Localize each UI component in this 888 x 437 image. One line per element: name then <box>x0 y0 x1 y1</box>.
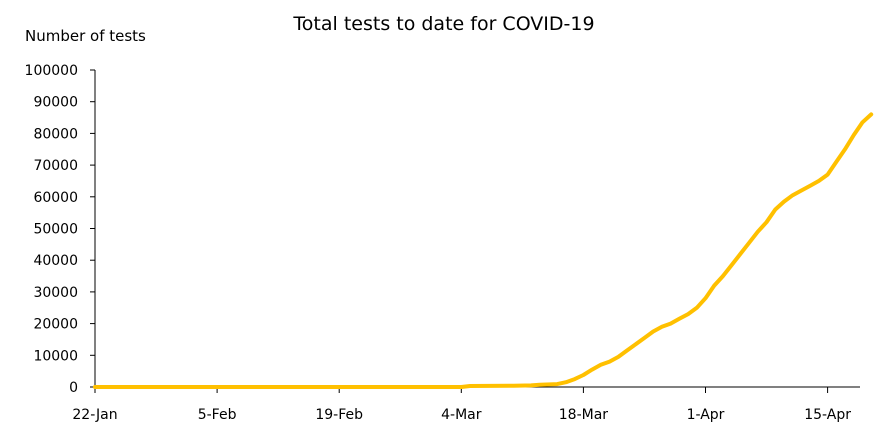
y-tick-label: 50000 <box>33 222 78 238</box>
y-tick-label: 100000 <box>25 63 78 79</box>
series-layer <box>93 112 874 389</box>
x-tick-label: 4-Mar <box>441 407 482 423</box>
chart-title: Total tests to date for COVID-19 <box>292 13 594 35</box>
y-tick-label: 80000 <box>33 126 78 142</box>
y-tick-label: 40000 <box>33 253 78 269</box>
x-tick-label: 18-Mar <box>559 407 609 423</box>
y-tick-label: 70000 <box>33 158 78 174</box>
y-axis-label: Number of tests <box>25 27 146 45</box>
x-tick-label: 5-Feb <box>198 407 237 423</box>
series-line <box>93 112 874 389</box>
x-tick-label: 15-Apr <box>804 407 851 423</box>
y-tick-label: 0 <box>69 380 78 396</box>
y-axis-ticks: 0 10000 20000 30000 40000 50000 60000 70000 8000… <box>25 63 95 396</box>
y-tick-label: 90000 <box>33 95 78 111</box>
y-tick-label: 60000 <box>33 190 78 206</box>
x-axis-ticks: 22-Jan 5-Feb 19-Feb 4-Mar 18-Mar 1-Apr 15-Apr <box>72 387 851 423</box>
x-tick-label: 22-Jan <box>72 407 117 423</box>
x-tick-label: 19-Feb <box>315 407 363 423</box>
y-tick-label: 20000 <box>33 317 78 333</box>
y-tick-label: 10000 <box>33 348 78 364</box>
y-tick-label: 30000 <box>33 285 78 301</box>
x-tick-label: 1-Apr <box>687 407 725 423</box>
